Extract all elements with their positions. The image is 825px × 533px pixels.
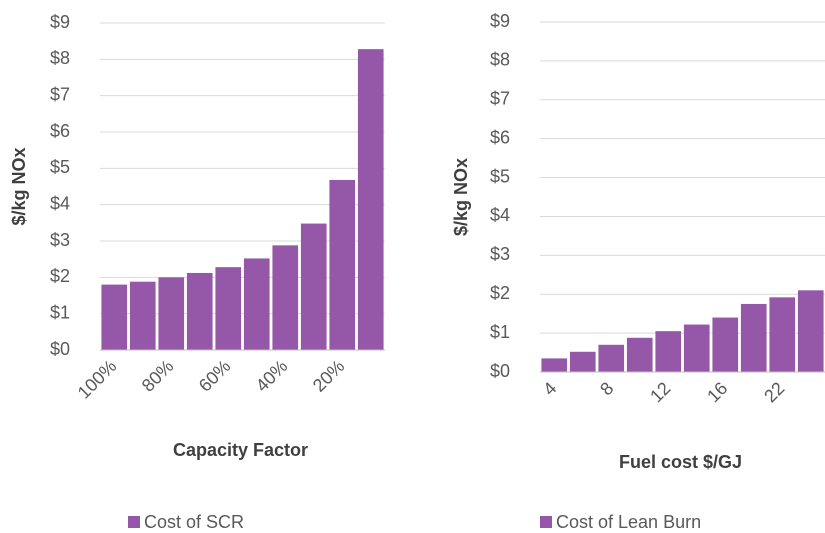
x-tick-label: 16 <box>703 378 731 406</box>
y-axis-title: $/kg NOx <box>451 158 471 236</box>
y-tick-label: $7 <box>50 84 70 104</box>
y-tick-label: $3 <box>50 230 70 250</box>
bar <box>769 297 796 372</box>
y-tick-label: $0 <box>50 339 70 359</box>
bar <box>243 258 270 350</box>
bar <box>541 358 568 372</box>
x-tick-label: 20% <box>309 356 349 396</box>
bar <box>357 49 384 350</box>
x-tick-label: 60% <box>195 356 235 396</box>
legend-label: Cost of Lean Burn <box>556 512 701 532</box>
bar <box>797 290 824 372</box>
y-tick-label: $5 <box>490 166 510 186</box>
y-tick-label: $6 <box>50 121 70 141</box>
y-tick-label: $4 <box>490 205 510 225</box>
bar <box>626 337 653 372</box>
bar <box>329 179 356 350</box>
x-axis-title: Capacity Factor <box>173 440 308 460</box>
x-axis-title: Fuel cost $/GJ <box>619 452 742 472</box>
legend-swatch <box>128 516 140 528</box>
y-tick-label: $5 <box>50 157 70 177</box>
y-tick-label: $7 <box>490 89 510 109</box>
y-tick-label: $8 <box>50 48 70 68</box>
legend-label: Cost of SCR <box>144 512 244 532</box>
x-tick-label: 12 <box>646 378 674 406</box>
y-axis-title: $/kg NOx <box>9 147 29 225</box>
y-tick-label: $8 <box>490 50 510 70</box>
x-tick-label: 100% <box>74 356 121 403</box>
bar <box>598 344 625 372</box>
y-tick-label: $0 <box>490 361 510 381</box>
bar <box>101 284 128 350</box>
x-tick-label: 40% <box>252 356 292 396</box>
y-tick-label: $2 <box>50 266 70 286</box>
bar <box>129 281 156 350</box>
y-tick-label: $1 <box>490 322 510 342</box>
y-tick-label: $4 <box>50 193 70 213</box>
bar <box>272 245 299 350</box>
bar <box>215 267 242 350</box>
x-tick-label: 4 <box>539 378 560 399</box>
bar <box>569 351 596 372</box>
x-tick-label: 80% <box>138 356 178 396</box>
bar <box>655 331 682 372</box>
y-tick-label: $1 <box>50 302 70 322</box>
y-tick-label: $9 <box>490 11 510 31</box>
y-tick-label: $3 <box>490 244 510 264</box>
legend-swatch <box>540 516 552 528</box>
x-tick-label: 22 <box>760 378 788 406</box>
bar <box>300 223 327 350</box>
x-tick-label: 8 <box>596 378 617 399</box>
bar <box>158 277 185 350</box>
bar <box>186 272 213 350</box>
y-tick-label: $9 <box>50 12 70 32</box>
bar <box>712 317 739 372</box>
y-tick-label: $2 <box>490 283 510 303</box>
bar <box>740 303 767 372</box>
bar <box>683 324 710 372</box>
y-tick-label: $6 <box>490 127 510 147</box>
